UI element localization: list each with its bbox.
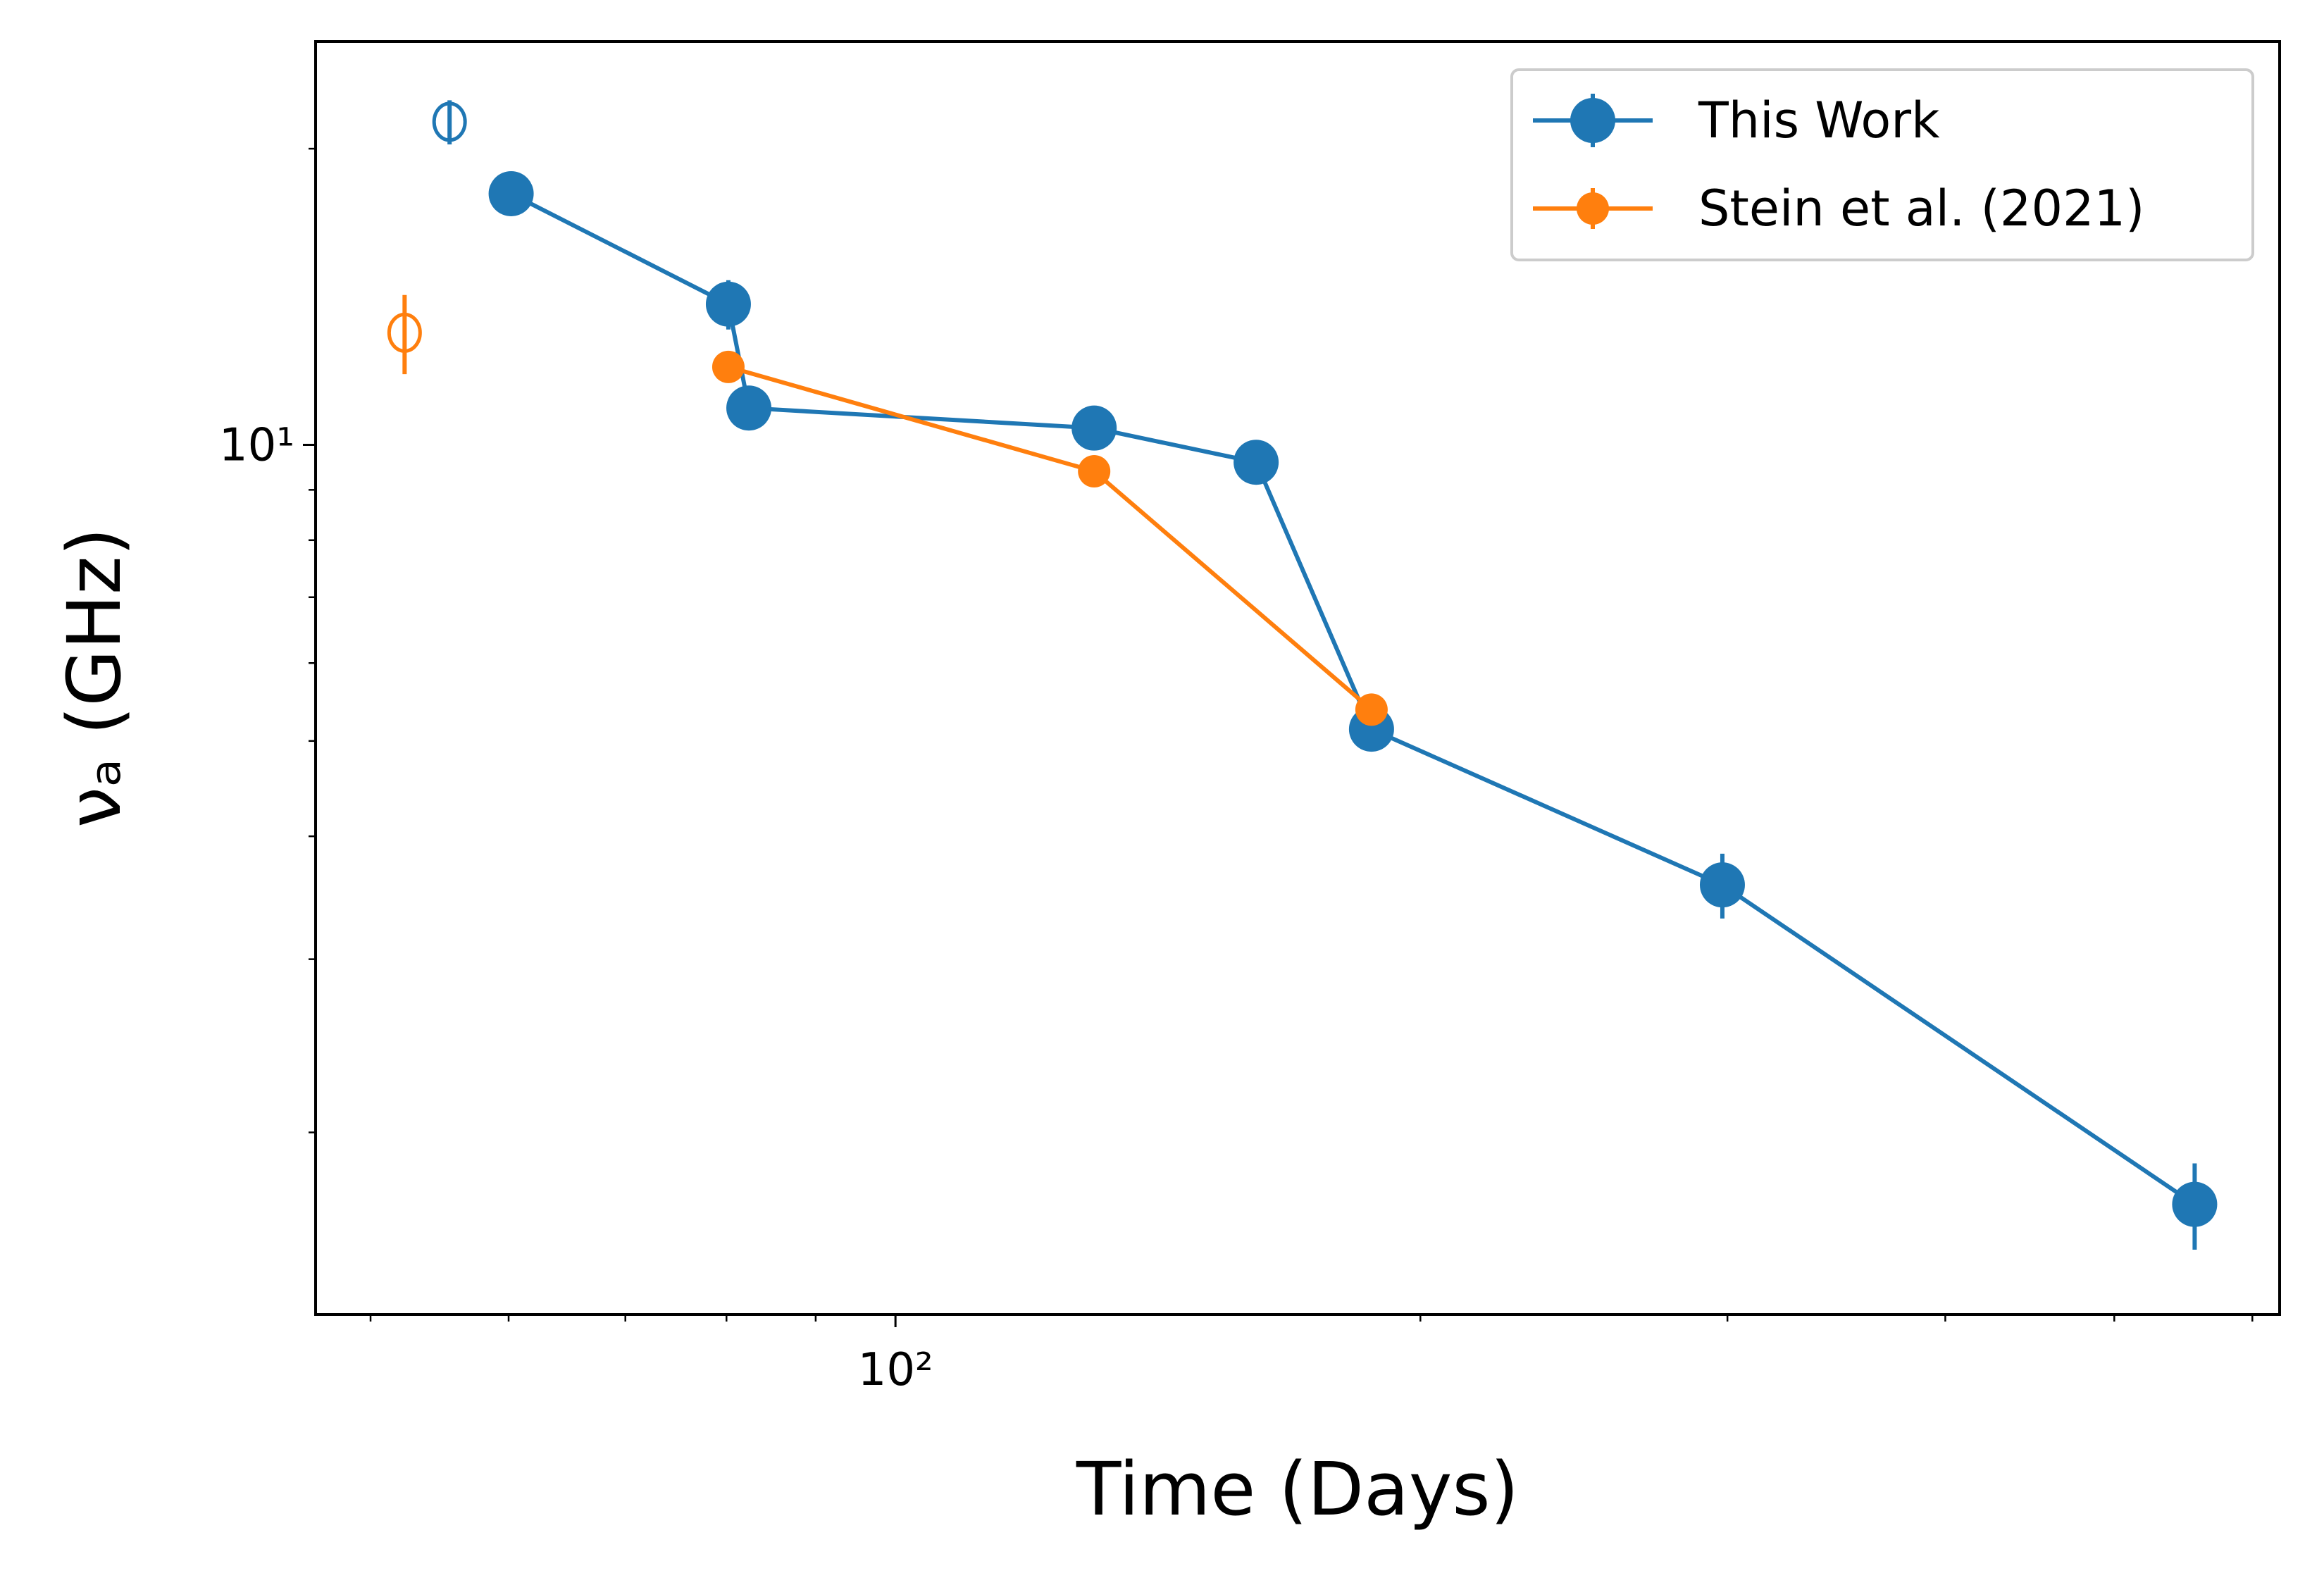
x-axis-label: Time (Days) xyxy=(1076,1446,1519,1532)
y-tick-label: 10¹ xyxy=(219,419,294,471)
axes-frame xyxy=(314,40,2281,1316)
marker xyxy=(1699,862,1745,908)
marker xyxy=(2172,1181,2218,1227)
marker xyxy=(1071,405,1117,451)
marker xyxy=(1355,693,1388,726)
marker xyxy=(1234,440,1279,485)
open-marker xyxy=(432,101,467,142)
marker xyxy=(712,350,745,383)
x-tick-label: 10² xyxy=(858,1344,933,1396)
marker xyxy=(726,385,772,431)
marker xyxy=(1078,454,1111,487)
y-axis-label: νₐ (GHz) xyxy=(51,528,137,828)
legend-marker xyxy=(1570,98,1615,143)
legend-label: Stein et al. (2021) xyxy=(1698,180,2144,237)
marker xyxy=(705,281,751,327)
legend-box xyxy=(1510,68,2254,261)
marker xyxy=(488,170,534,216)
legend-label: This Work xyxy=(1698,92,1940,149)
legend-marker xyxy=(1577,192,1609,225)
open-marker xyxy=(387,312,422,353)
